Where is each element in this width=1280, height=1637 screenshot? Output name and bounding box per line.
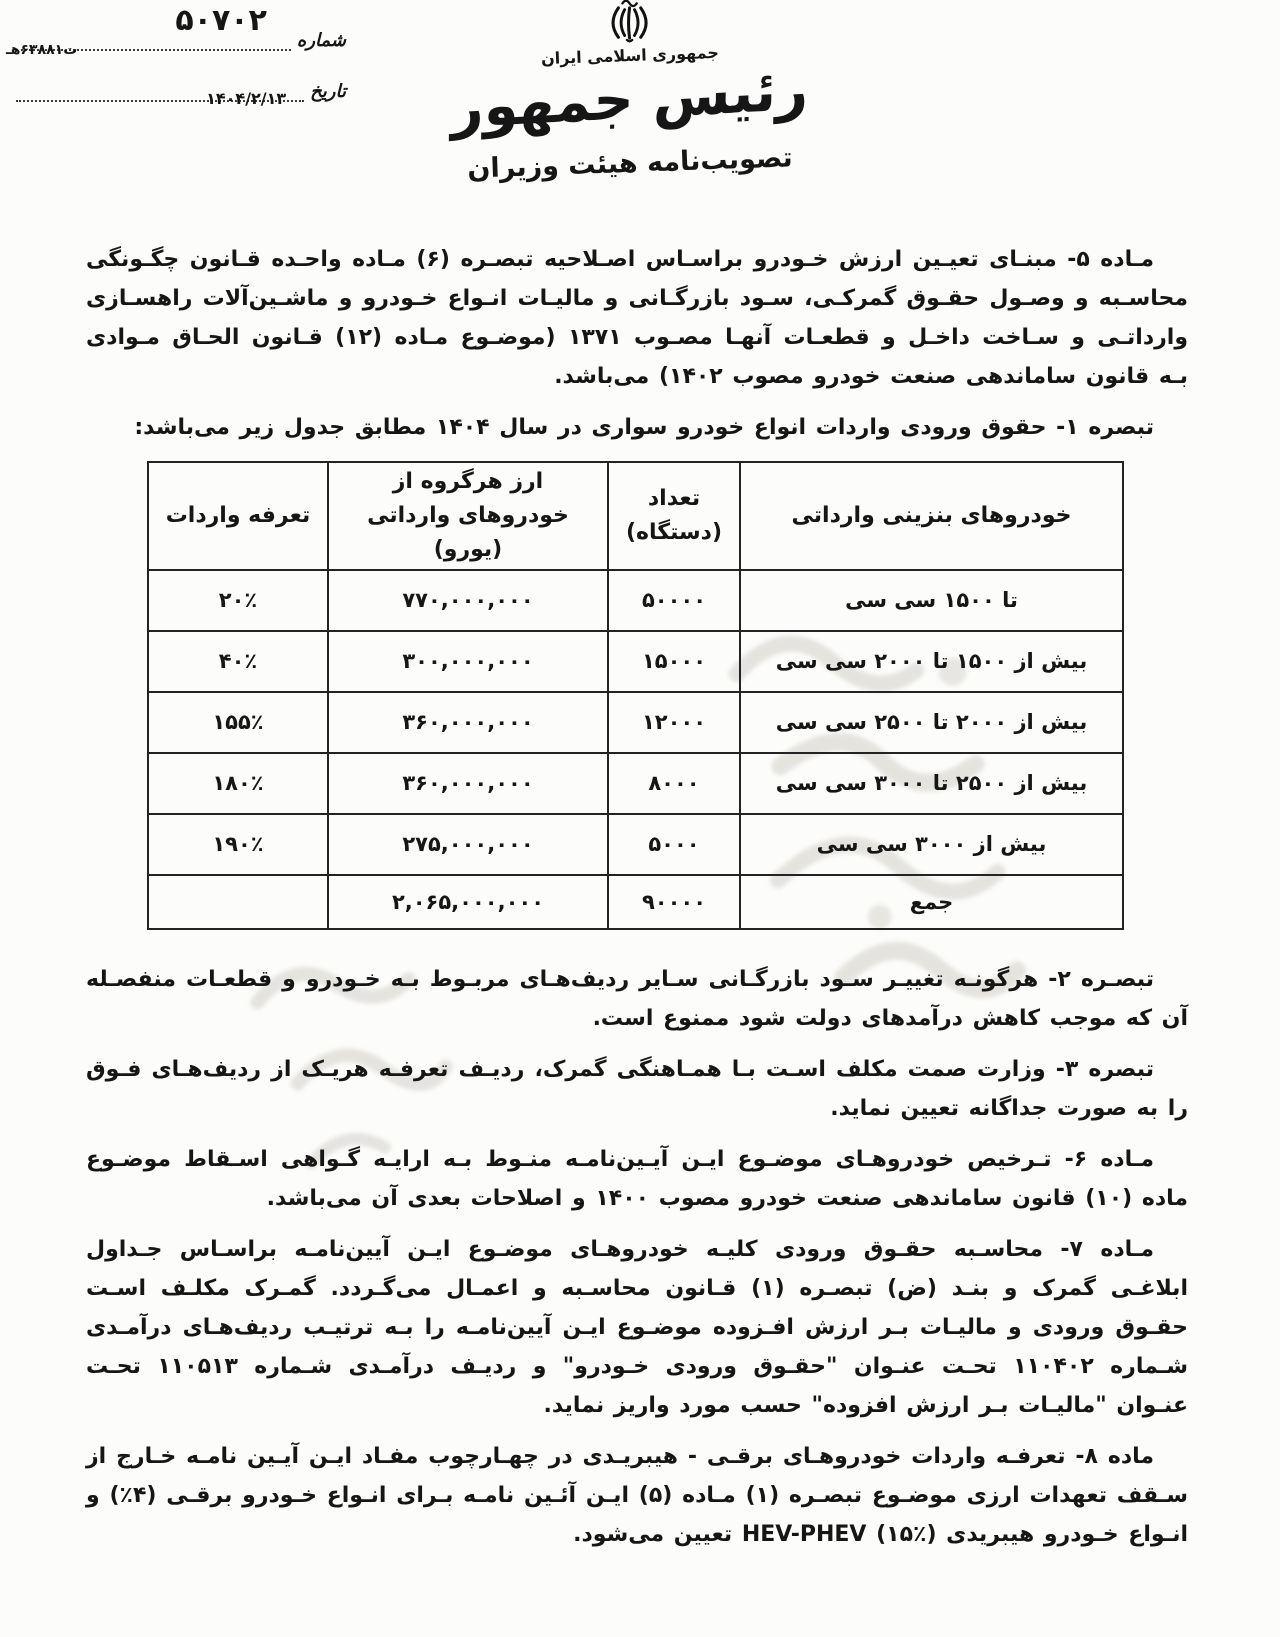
reference-block: شماره ۵۰۷۰۲ ت۶۳۸۸۱هـ تاریخ ۱۴۰۴/۲/۱۳	[6, 3, 346, 132]
cars-cell: بیش از ۳۰۰۰ سی سی	[739, 813, 1124, 877]
total-currency-cell: ۲,۰۶۵,۰۰۰,۰۰۰	[327, 874, 609, 931]
tariff-cell: ۴۰٪	[147, 630, 329, 694]
article-6-paragraph: مـاده ۶- تـرخیص خودروهـای موضـوع ایـن آی…	[86, 1147, 1188, 1212]
currency-cell: ۳۶۰,۰۰۰,۰۰۰	[327, 691, 609, 755]
tariff-cell: ۲۰٪	[147, 569, 329, 633]
count-cell: ۵۰۰۰	[607, 813, 741, 877]
table-row: بیش از ۳۰۰۰ سی سی ۵۰۰۰ ۲۷۵,۰۰۰,۰۰۰ ۱۹۰٪	[147, 813, 1124, 877]
doc-date-row: تاریخ ۱۴۰۴/۲/۱۳	[16, 81, 346, 108]
cars-cell: بیش از ۱۵۰۰ تا ۲۰۰۰ سی سی	[739, 630, 1124, 694]
total-tariff-cell	[147, 874, 329, 931]
note-1-paragraph: تبصره ۱- حقوق ورودی واردات انواع خودرو س…	[134, 415, 1154, 440]
col-header-count: تعداد (دستگاه)	[607, 460, 741, 572]
letterhead: جمهوری اسلامی ایران رئیس جمهور تصویب‌نام…	[430, 0, 830, 185]
doc-date-value: ۱۴۰۴/۲/۱۳	[206, 89, 287, 108]
table-row: بیش از ۲۰۰۰ تا ۲۵۰۰ سی سی ۱۲۰۰۰ ۳۶۰,۰۰۰,…	[147, 691, 1124, 755]
tariff-cell: ۱۵۵٪	[147, 691, 329, 755]
table-total-row: جمع ۹۰۰۰۰ ۲,۰۶۵,۰۰۰,۰۰۰	[147, 874, 1124, 931]
table-row: بیش از ۲۵۰۰ تا ۳۰۰۰ سی سی ۸۰۰۰ ۳۶۰,۰۰۰,۰…	[147, 752, 1124, 816]
doc-number-suffix: ت۶۳۸۸۱هـ	[6, 42, 78, 58]
article-7-paragraph: مـاده ۷- محاسـبه حقـوق ورودی کلیـه خودرو…	[86, 1237, 1188, 1419]
note-2-paragraph: تبصـره ۲- هرگونـه تغییـر سـود بازرگـانی …	[86, 967, 1188, 1032]
doc-number-value: ۵۰۷۰۲	[175, 3, 267, 38]
doc-number-row: شماره ۵۰۷۰۲ ت۶۳۸۸۱هـ	[6, 3, 346, 58]
tariff-cell: ۱۸۰٪	[147, 752, 329, 816]
iran-emblem-icon	[430, 0, 830, 48]
tariff-cell: ۱۹۰٪	[147, 813, 329, 877]
ghost-stamp-bleed-small	[212, 890, 508, 1210]
currency-cell: ۲۷۵,۰۰۰,۰۰۰	[327, 813, 609, 877]
count-cell: ۸۰۰۰	[607, 752, 741, 816]
article-8-paragraph: ماده ۸- تعرفـه واردات خودروهـای برقـی - …	[86, 1444, 1188, 1548]
date-dotted-line: ۱۴۰۴/۲/۱۳	[16, 89, 305, 108]
import-tariff-table: خودروهای بنزینی وارداتی تعداد (دستگاه) ا…	[147, 460, 1124, 931]
cars-cell: بیش از ۲۵۰۰ تا ۳۰۰۰ سی سی	[739, 752, 1124, 816]
col-header-tariff: تعرفه واردات	[147, 460, 329, 572]
article-5-paragraph: مـاده ۵- مبنـای تعیـین ارزش خـودرو براسـ…	[86, 247, 1188, 389]
col-header-currency: ارز هرگروه از خودروهای وارداتی (یورو)	[327, 460, 609, 572]
total-count-cell: ۹۰۰۰۰	[607, 874, 741, 931]
table-row: تا ۱۵۰۰ سی سی ۵۰۰۰۰ ۷۷۰,۰۰۰,۰۰۰ ۲۰٪	[147, 569, 1124, 633]
currency-cell: ۳۶۰,۰۰۰,۰۰۰	[327, 752, 609, 816]
table-header-row: خودروهای بنزینی وارداتی تعداد (دستگاه) ا…	[147, 460, 1124, 572]
currency-cell: ۳۰۰,۰۰۰,۰۰۰	[327, 630, 609, 694]
date-label: تاریخ	[310, 81, 346, 102]
cars-cell: بیش از ۲۰۰۰ تا ۲۵۰۰ سی سی	[739, 691, 1124, 755]
number-label: شماره	[296, 30, 346, 51]
table-row: بیش از ۱۵۰۰ تا ۲۰۰۰ سی سی ۱۵۰۰۰ ۳۰۰,۰۰۰,…	[147, 630, 1124, 694]
count-cell: ۱۵۰۰۰	[607, 630, 741, 694]
doc-type-title: تصویب‌نامه هیئت وزیران	[466, 142, 794, 185]
note-3-paragraph: تبصره ۳- وزارت صمت مکلف اسـت بـا همـاهنگ…	[86, 1057, 1188, 1122]
count-cell: ۱۲۰۰۰	[607, 691, 741, 755]
number-dotted-line: ۵۰۷۰۲ ت۶۳۸۸۱هـ	[6, 3, 291, 58]
total-label-cell: جمع	[739, 874, 1124, 931]
cars-cell: تا ۱۵۰۰ سی سی	[739, 569, 1124, 633]
count-cell: ۵۰۰۰۰	[607, 569, 741, 633]
col-header-cars: خودروهای بنزینی وارداتی	[739, 460, 1124, 572]
document-body: مـاده ۵- مبنـای تعیـین ارزش خـودرو براسـ…	[86, 240, 1188, 1566]
currency-cell: ۷۷۰,۰۰۰,۰۰۰	[327, 569, 609, 633]
